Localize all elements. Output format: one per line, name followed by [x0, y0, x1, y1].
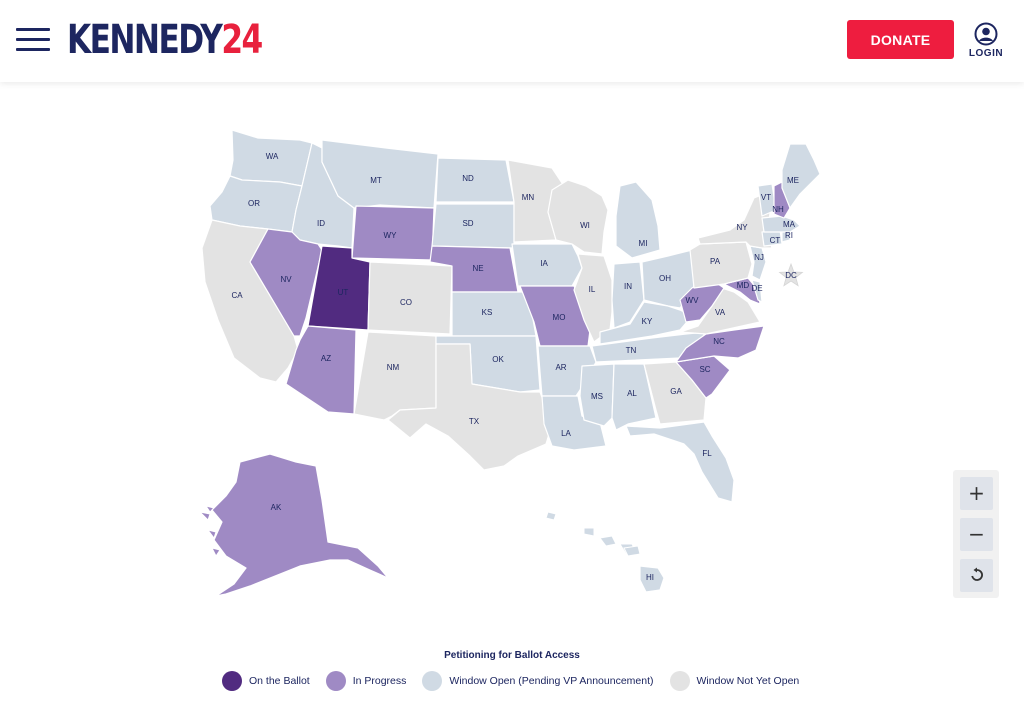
state-me[interactable] [781, 143, 821, 209]
state-nv[interactable] [249, 228, 323, 337]
state-sd[interactable] [431, 203, 515, 249]
state-fl[interactable] [625, 421, 735, 503]
state-nc[interactable] [675, 325, 765, 363]
legend-swatch [669, 671, 690, 691]
legend-label: In Progress [352, 675, 407, 687]
legend-swatch [222, 671, 242, 691]
state-ms[interactable] [579, 363, 615, 427]
state-mt[interactable] [321, 139, 439, 209]
logo[interactable]: KENNEDY24 [67, 17, 263, 63]
reset-icon [970, 567, 983, 581]
state-la[interactable] [541, 395, 607, 451]
legend-item: Window Open (Pending VP Announcement) [422, 671, 654, 691]
state-wy[interactable] [351, 205, 435, 261]
state-nd[interactable] [435, 157, 515, 203]
us-map: WAORCAIDNVMTWYUTAZCONMNDSDNEKSOKTXMNIAMO… [198, 129, 821, 597]
legend-label: On the Ballot [249, 675, 310, 687]
state-nh[interactable] [773, 181, 791, 219]
state-co[interactable] [367, 261, 453, 335]
state-dc[interactable] [778, 262, 804, 287]
legend: On the Ballot In Progress Window Open (Pen… [222, 670, 815, 692]
state-fragment-hi[interactable] [545, 511, 557, 521]
state-fragment-ak[interactable] [211, 547, 221, 557]
zoom-out-button[interactable]: − [960, 518, 993, 551]
legend-swatch [325, 671, 346, 691]
user-icon [974, 22, 998, 46]
state-nm[interactable] [353, 331, 437, 421]
state-fragment-hi[interactable] [623, 545, 641, 557]
legend-item: In Progress [325, 671, 407, 691]
reset-view-button[interactable] [960, 559, 993, 592]
legend-label: Window Not Yet Open [696, 675, 800, 687]
state-wi[interactable] [547, 179, 609, 255]
site-header: KENNEDY24 DONATE LOGIN [0, 0, 1024, 82]
logo-year: 24 [221, 17, 263, 63]
ballot-access-map: WA OR CA ID NV MT WY UT AZ CO NM ND SD NE KS OK TX MN IA MO… [0, 82, 1024, 642]
login-label: LOGIN [968, 48, 1004, 59]
donate-button[interactable]: DONATE [847, 20, 954, 59]
legend-swatch [422, 671, 443, 691]
state-wa[interactable] [229, 129, 313, 187]
legend-label: Window Open (Pending VP Announcement) [449, 675, 654, 687]
logo-main: KENNEDY [67, 17, 223, 63]
state-fragment-ak[interactable] [206, 529, 217, 540]
state-va[interactable] [679, 287, 761, 335]
state-nj[interactable] [749, 245, 767, 281]
state-az[interactable] [285, 325, 357, 415]
zoom-controls: + − [953, 470, 999, 598]
state-de[interactable] [751, 279, 763, 303]
state-ia[interactable] [511, 243, 583, 287]
login-button[interactable]: LOGIN [964, 22, 1008, 62]
state-ma[interactable] [761, 215, 801, 233]
menu-icon[interactable] [16, 26, 50, 54]
zoom-in-button[interactable]: + [960, 477, 993, 510]
state-fragment-hi[interactable] [583, 527, 595, 537]
state-fragment-hi[interactable] [599, 535, 617, 547]
state-ks[interactable] [451, 291, 537, 337]
legend-title: Petitioning for Ballot Access [444, 650, 580, 661]
state-ak[interactable] [211, 453, 389, 597]
plus-icon: + [968, 481, 985, 505]
minus-icon: − [968, 522, 985, 546]
state-fragment-ak[interactable] [198, 511, 211, 521]
state-hi[interactable] [639, 565, 665, 593]
state-tx[interactable] [387, 343, 553, 471]
legend-item: Window Not Yet Open [669, 671, 800, 691]
state-mi[interactable] [615, 181, 661, 259]
state-in[interactable] [611, 261, 645, 329]
legend-item: On the Ballot [222, 671, 310, 691]
